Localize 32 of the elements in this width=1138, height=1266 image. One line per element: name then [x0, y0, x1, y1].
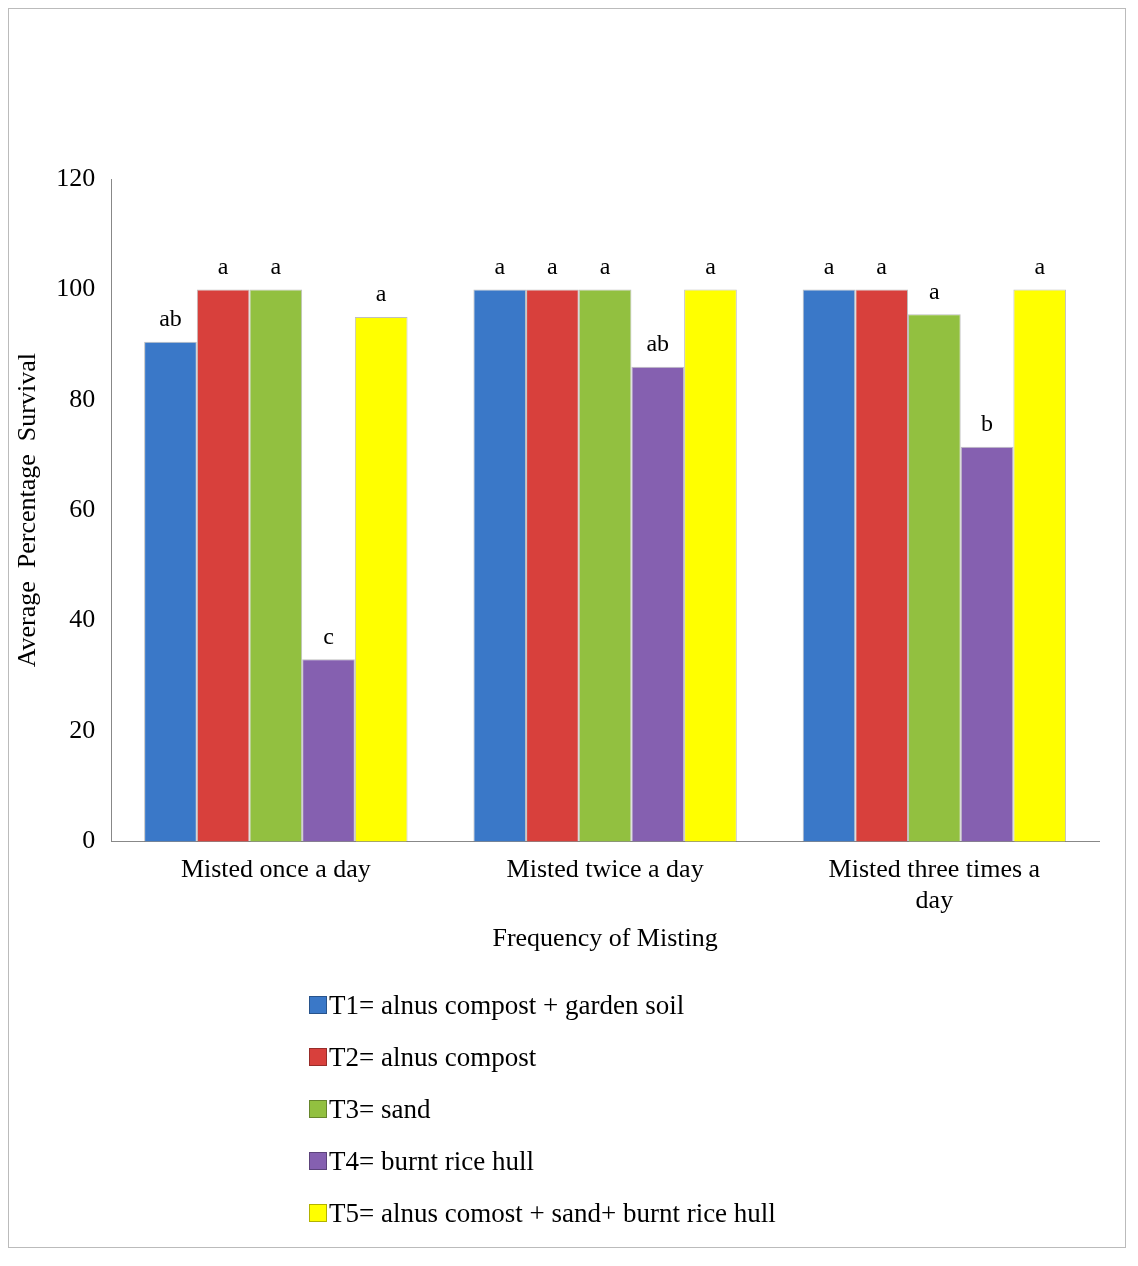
- legend-label: T5= alnus comost + sand+ burnt rice hull: [329, 1197, 776, 1229]
- y-tick-label: 0: [82, 825, 96, 855]
- data-label: a: [599, 252, 611, 279]
- data-label: ab: [646, 329, 670, 356]
- y-tick-label: 100: [56, 273, 96, 303]
- data-label: a: [705, 252, 717, 279]
- data-label: a: [1034, 252, 1046, 279]
- legend-label: T3= sand: [329, 1093, 431, 1125]
- y-tick-label: 20: [69, 714, 96, 744]
- data-label: a: [270, 252, 282, 279]
- legend-label: T2= alnus compost: [329, 1041, 537, 1073]
- y-tick-label: 80: [69, 383, 96, 413]
- data-label: a: [876, 252, 888, 279]
- y-tick-label: 120: [56, 162, 96, 192]
- x-tick-label: Misted three times a day: [828, 853, 1041, 915]
- data-label: a: [494, 252, 506, 279]
- legend-label: T1= alnus compost + garden soil: [329, 989, 685, 1021]
- data-label: a: [217, 252, 229, 279]
- x-tick-label: Misted once a day: [180, 853, 371, 883]
- x-axis-title: Frequency of Misting: [492, 923, 718, 953]
- data-label: c: [323, 622, 334, 649]
- data-label: a: [823, 252, 835, 279]
- x-tick-label: Misted twice a day: [506, 853, 704, 883]
- y-tick-label: 40: [69, 604, 96, 634]
- y-axis-title: Average Percentage Survival: [12, 353, 42, 668]
- data-label: ab: [159, 305, 182, 332]
- data-label: a: [375, 280, 387, 307]
- data-label: a: [547, 252, 559, 279]
- data-label: b: [981, 410, 994, 437]
- data-label: a: [929, 277, 941, 304]
- y-tick-label: 60: [69, 494, 96, 524]
- legend-label: T4= burnt rice hull: [329, 1145, 534, 1177]
